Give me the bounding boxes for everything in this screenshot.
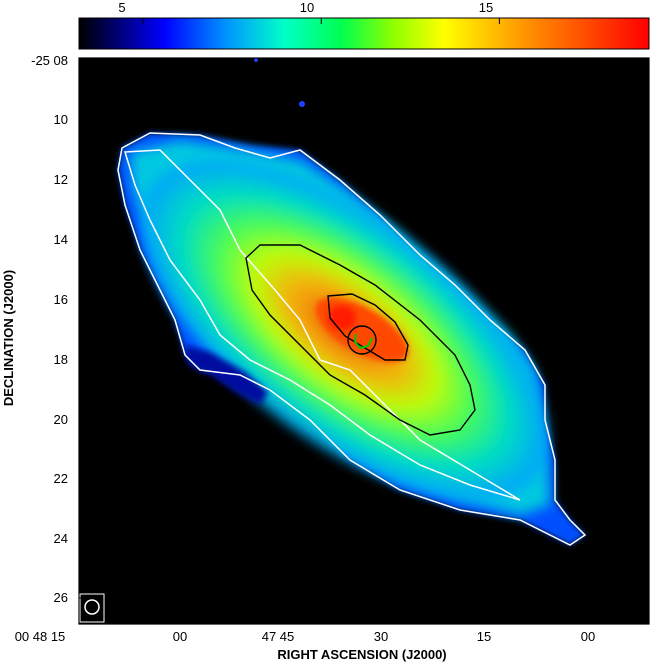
y-tick-label: 10 <box>54 112 68 127</box>
y-tick-label: 18 <box>54 352 68 367</box>
contour-white-outer <box>117 132 587 546</box>
contour-black-3 <box>347 325 377 355</box>
y-tick-label: 14 <box>54 232 68 247</box>
blue-spot <box>254 58 258 62</box>
x-tick-label: 15 <box>477 629 491 644</box>
colorbar-tick-label: 5 <box>118 0 125 15</box>
blue-spot <box>299 101 305 107</box>
contour-black-1 <box>245 244 476 436</box>
y-tick-label: 16 <box>54 292 68 307</box>
contours <box>117 132 587 546</box>
x-axis-title: RIGHT ASCENSION (J2000) <box>277 647 446 662</box>
contour-green-core <box>353 333 373 350</box>
y-tick-label: 20 <box>54 412 68 427</box>
x-tick-labels: 00 48 15 00 47 45 30 15 00 <box>15 629 596 644</box>
x-tick-label: 00 <box>581 629 595 644</box>
dark-blue-fringe <box>185 345 268 405</box>
colorbar: 5 10 15 <box>78 0 650 50</box>
x-tick-label: 00 48 15 <box>15 629 66 644</box>
beam-indicator <box>79 593 105 623</box>
x-tick-label: 47 45 <box>262 629 295 644</box>
plot-area <box>78 57 650 625</box>
plot-frame <box>78 57 650 625</box>
y-tick-label: 12 <box>54 172 68 187</box>
emission-peak-west <box>328 306 356 330</box>
x-tick-label: 00 <box>173 629 187 644</box>
colorbar-tick-label: 10 <box>300 0 314 15</box>
y-axis-title: DECLINATION (J2000) <box>1 270 16 406</box>
colorbar-ticks <box>142 18 500 24</box>
y-tick-label: 22 <box>54 471 68 486</box>
y-tick-label: 24 <box>54 531 68 546</box>
contour-black-2 <box>327 293 409 361</box>
y-tick-label: 26 <box>54 590 68 605</box>
galaxy-emission <box>118 58 585 545</box>
y-tick-label: -25 08 <box>31 53 68 68</box>
colorbar-gradient <box>78 17 650 50</box>
colorbar-tick-label: 15 <box>479 0 493 15</box>
contour-white-inner <box>124 149 521 501</box>
y-tick-labels: -25 08 10 12 14 16 18 20 22 24 26 <box>31 53 68 605</box>
x-tick-label: 30 <box>374 629 388 644</box>
axis-ticks <box>79 58 649 624</box>
